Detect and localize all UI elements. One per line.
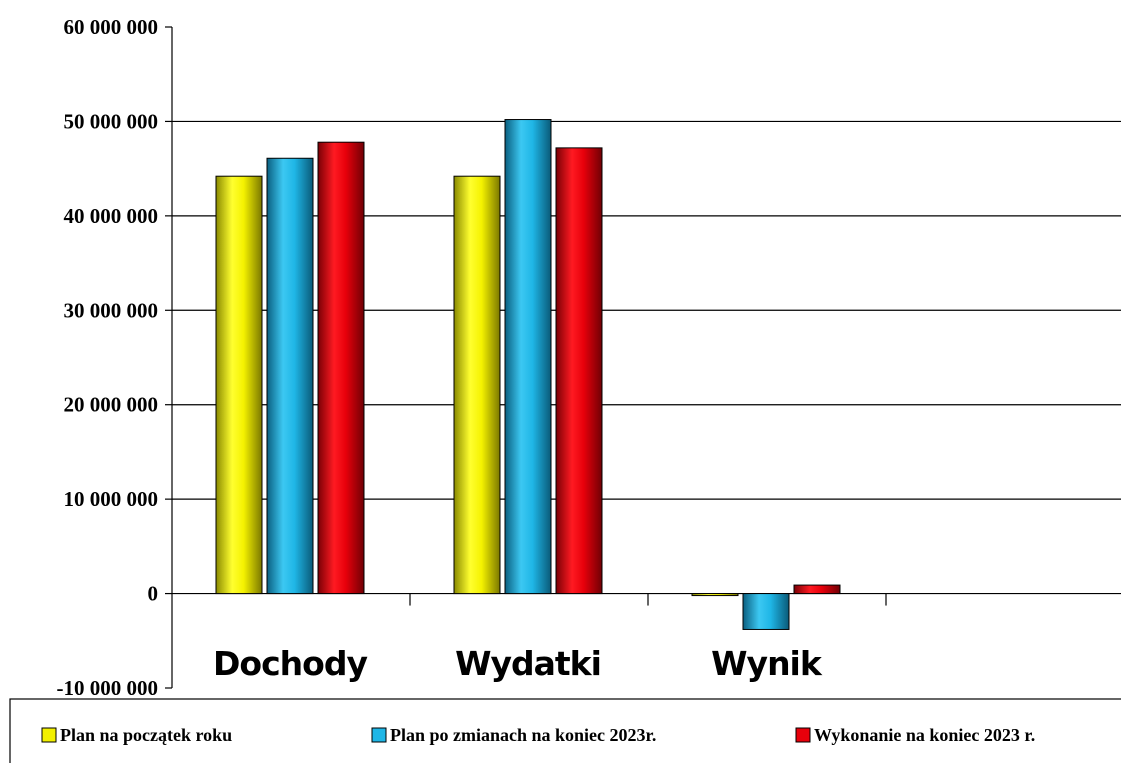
legend-label: Plan na początek roku bbox=[60, 725, 232, 745]
tick-labels: 60 000 000 50 000 000 40 000 000 30 000 000… bbox=[57, 15, 824, 700]
category-label: Wydatki bbox=[455, 644, 601, 683]
bar-wydatki-series-2 bbox=[504, 119, 552, 595]
bar-dochody-series-1 bbox=[215, 175, 263, 595]
bars bbox=[215, 119, 841, 630]
legend-label: Plan po zmianach na koniec 2023r. bbox=[390, 725, 656, 745]
y-tick-label: 0 bbox=[148, 582, 159, 606]
bar-wynik-series-2 bbox=[742, 593, 790, 630]
legend: Plan na początek roku Plan po zmianach na… bbox=[9, 698, 1121, 763]
y-tick-label: -10 000 000 bbox=[57, 676, 159, 700]
legend-swatch bbox=[371, 727, 387, 743]
y-tick-label: 30 000 000 bbox=[64, 298, 159, 322]
legend-box bbox=[9, 698, 1121, 763]
legend-swatch bbox=[795, 727, 811, 743]
legend-swatch bbox=[41, 727, 57, 743]
bar-dochody-series-2 bbox=[266, 157, 314, 595]
bar-wydatki-series-3 bbox=[555, 147, 603, 595]
y-tick-label: 10 000 000 bbox=[64, 487, 159, 511]
y-tick-label: 40 000 000 bbox=[64, 204, 159, 228]
bar-wynik-series-1 bbox=[691, 593, 739, 597]
grid-lines bbox=[172, 120, 1121, 500]
bar-wydatki-series-1 bbox=[453, 175, 501, 595]
y-tick-label: 20 000 000 bbox=[64, 393, 159, 417]
bar-wynik-series-3 bbox=[793, 584, 841, 595]
y-tick-label: 50 000 000 bbox=[64, 109, 159, 133]
legend-label: Wykonanie na koniec 2023 r. bbox=[814, 725, 1035, 745]
category-label: Dochody bbox=[213, 644, 367, 683]
category-label: Wynik bbox=[711, 644, 823, 683]
bar-dochody-series-3 bbox=[317, 141, 365, 595]
y-tick-label: 60 000 000 bbox=[64, 15, 159, 39]
